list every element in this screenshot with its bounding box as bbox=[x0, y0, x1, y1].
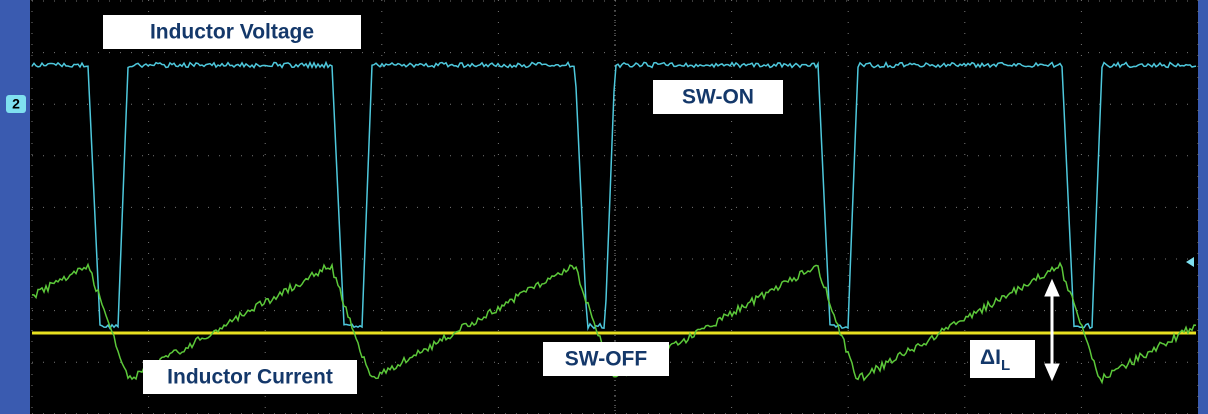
label: Inductor Voltage bbox=[150, 21, 314, 44]
label: SW-OFF bbox=[565, 348, 648, 371]
channel-number: 2 bbox=[12, 96, 20, 112]
side-bar bbox=[0, 0, 30, 414]
side-bar-right bbox=[1198, 0, 1208, 414]
label: SW-ON bbox=[682, 86, 754, 109]
label: Inductor Current bbox=[167, 366, 333, 389]
label-sub: L bbox=[1001, 357, 1010, 374]
label-main: ΔI bbox=[980, 346, 1001, 369]
